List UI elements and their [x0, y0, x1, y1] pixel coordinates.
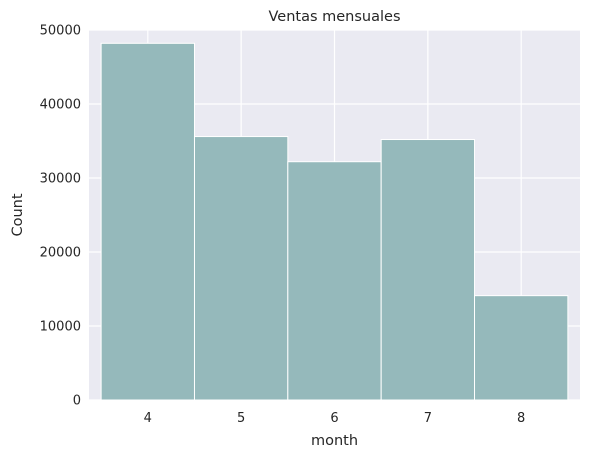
- y-tick-label: 10000: [40, 320, 81, 335]
- y-tick-label: 40000: [40, 98, 81, 113]
- x-tick-labels: 4 5 6 7 8: [144, 411, 526, 426]
- bar-month-7: [380, 139, 476, 401]
- x-tick-label: 6: [330, 411, 338, 426]
- y-tick-label: 0: [73, 394, 81, 409]
- y-tick-label: 50000: [40, 24, 81, 39]
- y-axis-label: Count: [10, 193, 26, 236]
- x-tick-label: 4: [144, 411, 152, 426]
- x-tick-label: 7: [424, 411, 432, 426]
- chart-title: Ventas mensuales: [268, 9, 400, 25]
- y-tick-label: 30000: [40, 172, 81, 187]
- x-tick-label: 5: [237, 411, 245, 426]
- bar-month-6: [287, 161, 382, 401]
- bar-month-8: [474, 295, 569, 401]
- y-tick-labels: 0 10000 20000 30000 40000 50000: [40, 24, 81, 409]
- x-tick-label: 8: [517, 411, 525, 426]
- y-tick-label: 20000: [40, 246, 81, 261]
- bar-month-4: [100, 42, 195, 401]
- bars: [100, 42, 569, 401]
- x-axis-label: month: [311, 433, 358, 449]
- bar-month-5: [193, 136, 289, 401]
